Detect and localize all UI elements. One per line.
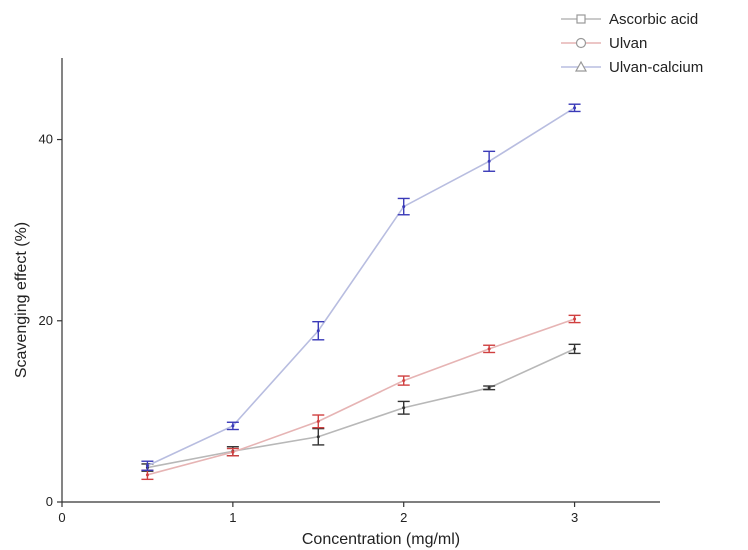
data-point: [487, 159, 491, 163]
data-point: [573, 317, 577, 321]
legend-marker-circle: [575, 37, 587, 49]
series-line: [147, 348, 575, 469]
legend-item: Ascorbic acid: [561, 11, 698, 28]
x-ticks: 0 1 2 3: [58, 502, 578, 525]
x-axis-label: Concentration (mg/ml): [302, 531, 460, 548]
data-point: [402, 205, 406, 209]
x-tick-label: 1: [229, 510, 236, 525]
data-point: [402, 379, 406, 383]
series-line: [147, 318, 575, 476]
legend: Ascorbic acid Ulvan Ulvan-calcium: [561, 11, 703, 76]
data-point: [231, 424, 235, 428]
legend-label: Ulvan: [609, 35, 647, 52]
data-point: [402, 406, 406, 410]
legend-label: Ascorbic acid: [609, 11, 698, 28]
y-axis-label: Scavenging effect (%): [13, 222, 30, 378]
data-point: [487, 347, 491, 351]
y-tick-label: 0: [46, 494, 53, 509]
data-point: [316, 419, 320, 423]
data-point: [487, 386, 491, 390]
data-point: [316, 435, 320, 439]
x-tick-label: 2: [400, 510, 407, 525]
legend-marker-triangle: [574, 60, 588, 72]
legend-marker-square: [576, 14, 586, 24]
x-tick-label: 0: [58, 510, 65, 525]
legend-item: Ulvan-calcium: [561, 59, 703, 76]
data-point: [145, 464, 149, 468]
y-tick-label: 20: [39, 313, 53, 328]
data-point: [231, 450, 235, 454]
series-ascorbic-acid: [141, 343, 581, 472]
series-layer: [141, 103, 581, 481]
axes: [61, 58, 660, 503]
series-ulvan: [141, 314, 581, 481]
y-tick-label: 40: [39, 132, 53, 147]
y-ticks: 0 20 40: [39, 132, 62, 509]
x-tick-label: 3: [571, 510, 578, 525]
data-point: [145, 473, 149, 477]
legend-item: Ulvan: [561, 35, 647, 52]
data-point: [316, 329, 320, 333]
data-point: [573, 106, 577, 110]
legend-label: Ulvan-calcium: [609, 59, 703, 76]
series-ulvan-calcium: [141, 103, 581, 471]
series-line: [147, 107, 575, 467]
data-point: [573, 347, 577, 351]
